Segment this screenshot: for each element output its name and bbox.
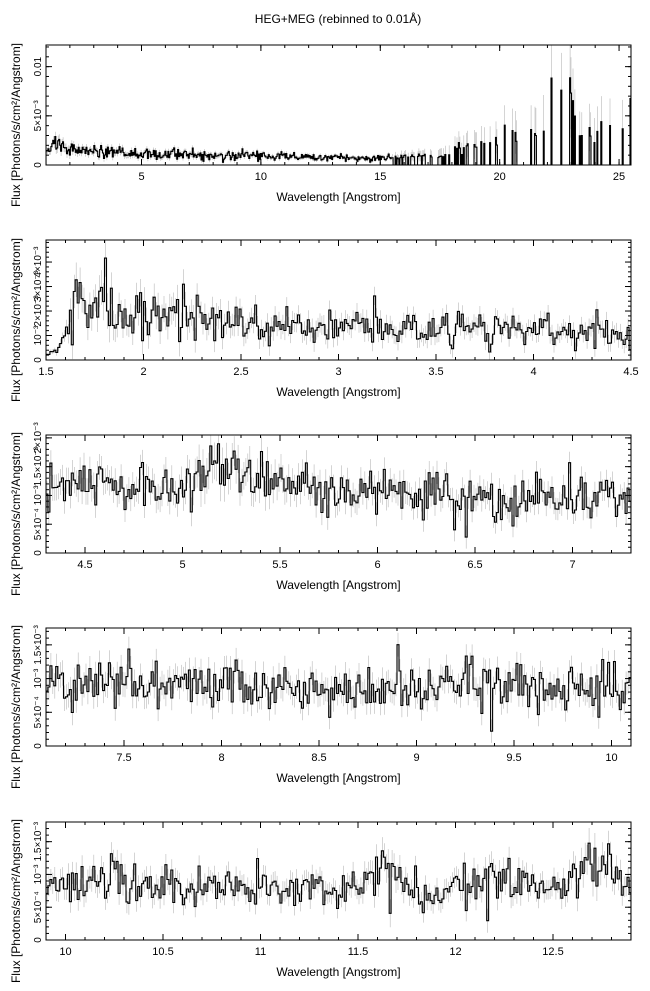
y-tick-label: 3×10⁻³ [33,270,44,302]
y-tick-label: 10⁻³ [33,668,44,688]
x-tick-label: 20 [494,171,506,183]
x-tick-label: 7 [569,559,575,571]
error-bars [46,435,631,549]
x-tick-label: 25 [613,171,625,183]
x-tick-label: 9 [413,752,419,764]
y-tick-label: 2×10⁻³ [33,295,44,327]
x-tick-label: 8.5 [311,752,326,764]
x-tick-label: 10.5 [152,946,173,958]
x-tick-label: 2.5 [233,366,248,378]
y-tick-label: 1.5×10⁻³ [33,446,44,486]
x-tick-label: 2 [140,366,146,378]
y-axis-label: Flux [Photons/s/cm²/Angstrom] [9,238,23,402]
x-tick-label: 1.5 [38,366,53,378]
y-axis-label: Flux [Photons/s/cm²/Angstrom] [9,43,23,207]
x-tick-label: 5 [179,559,185,571]
panel-3: 4.5 5 5.5 6 6.5 7 0 5×10⁻⁴ 10⁻³1.5×10⁻³2×10⁻³ Wav… [9,422,632,596]
plot-frame [45,44,632,166]
x-tick-label: 12 [449,946,461,958]
y-tick-label: 5×10⁻⁴ [33,696,44,728]
panel-2: 1.5 2 2.5 3 3.5 4 4.5 0 10⁻³2×10⁻³3×10⁻³4×10⁻³ Wa… [9,238,639,402]
x-axis-label: Wavelength [Angstrom] [276,385,400,399]
x-tick-label: 5 [138,171,144,183]
x-tick-label: 11.5 [348,946,369,958]
x-tick-label: 15 [374,171,386,183]
error-bars [46,828,631,933]
y-tick-label: 1.5×10⁻³ [33,821,44,861]
figure-title: HEG+MEG (rebinned to 0.01Å) [255,11,421,26]
spectrum-series [46,77,631,165]
panel-1: 5 10 15 20 25 0 5×10⁻³ 0.01 Wavelength [Angstrom… [9,43,632,207]
y-axis-label: Flux [Photons/s/cm²/Angstrom] [9,625,23,789]
x-tick-label: 7.5 [116,752,131,764]
y-tick-label: 2×10⁻³ [33,422,44,454]
panel-4: 7.5 8 8.5 9 9.5 10 0 5×10⁻⁴ 10⁻³ 1.5×10⁻³ Waveleng… [9,624,632,789]
y-tick-label: 1.5×10⁻³ [33,624,44,664]
x-tick-label: 12.5 [542,946,563,958]
x-axis-label: Wavelength [Angstrom] [276,578,400,592]
y-axis-label: Flux [Photons/s/cm²/Angstrom] [9,432,23,596]
spectrum-series [46,257,631,360]
x-tick-label: 10 [59,946,71,958]
x-axis-label: Wavelength [Angstrom] [276,965,400,979]
y-tick-label: 10⁻³ [33,325,44,345]
spectrum-series [46,842,631,940]
x-tick-label: 6.5 [467,559,482,571]
y-tick-label: 5×10⁻⁴ [33,891,44,923]
x-tick-label: 3.5 [428,366,443,378]
y-tick-label: 4×10⁻³ [33,246,44,278]
x-tick-label: 6 [374,559,380,571]
y-tick-label: 5×10⁻³ [33,100,44,132]
y-tick-label: 10⁻³ [33,864,44,884]
x-tick-label: 10 [255,171,267,183]
y-tick-label: 0 [33,743,44,749]
y-tick-label: 5×10⁻⁴ [33,508,44,540]
spectrum-series [46,644,631,746]
x-tick-label: 4 [530,366,536,378]
y-tick-label: 10⁻³ [33,485,44,505]
y-tick-label: 0 [33,550,44,556]
x-tick-label: 4.5 [77,559,92,571]
y-tick-label: 0 [33,162,44,168]
spectrum-series [46,443,631,553]
y-tick-label: 0.01 [33,56,44,76]
x-tick-label: 10 [605,752,617,764]
plot-frame [45,239,632,361]
y-tick-label: 0 [33,357,44,363]
x-tick-label: 4.5 [623,366,638,378]
y-tick-label: 0 [33,937,44,943]
error-bars [46,240,631,360]
panel-5: 10 10.5 11 11.5 12 12.5 0 5×10⁻⁴ 10⁻³ 1.5×10⁻³ Wav… [9,819,632,983]
x-tick-label: 8 [218,752,224,764]
x-axis-label: Wavelength [Angstrom] [276,771,400,785]
x-tick-label: 3 [335,366,341,378]
x-axis-label: Wavelength [Angstrom] [276,190,400,204]
x-tick-label: 5.5 [272,559,287,571]
x-tick-label: 9.5 [506,752,521,764]
y-axis-label: Flux [Photons/s/cm²/Angstrom] [9,819,23,983]
x-tick-label: 11 [255,946,266,958]
